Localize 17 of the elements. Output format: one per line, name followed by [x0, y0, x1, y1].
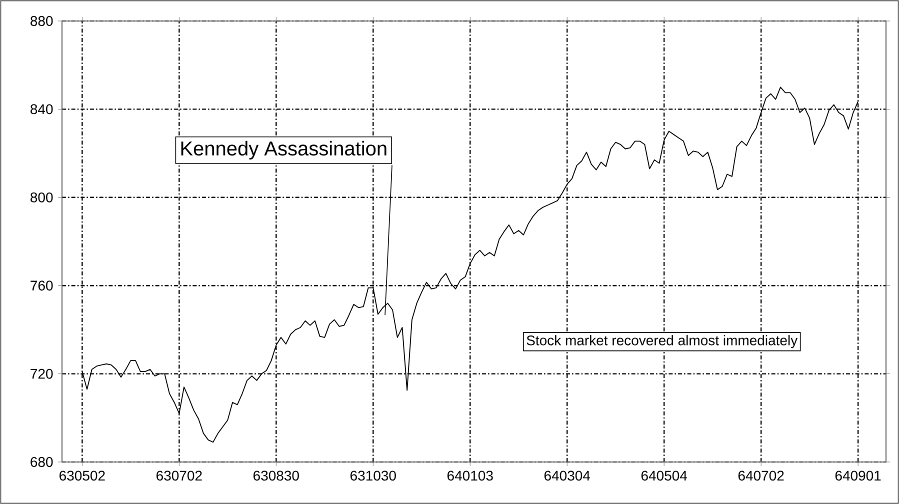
x-tick-label: 640702 — [738, 470, 784, 481]
y-tick-label: 880 — [30, 16, 53, 26]
y-tick-label: 840 — [30, 104, 53, 114]
x-tick-label: 631030 — [350, 470, 396, 481]
x-tick-label: 630702 — [156, 470, 202, 481]
y-tick-label: 760 — [30, 280, 53, 291]
y-tick-label: 720 — [30, 368, 53, 379]
x-tick-label: 630830 — [254, 470, 299, 481]
y-tick-label: 800 — [30, 192, 53, 202]
x-tick-label: 640504 — [641, 470, 688, 481]
x-tick-label: 640901 — [835, 470, 881, 481]
x-tick-label: 640103 — [447, 470, 493, 481]
x-tick-label: 630502 — [60, 470, 105, 481]
x-tick-label: 640304 — [544, 470, 590, 481]
annotation: Stock market recovered almost immediately — [526, 335, 798, 348]
annotation: Kennedy Assassination — [181, 140, 386, 160]
y-tick-label: 680 — [30, 457, 53, 467]
